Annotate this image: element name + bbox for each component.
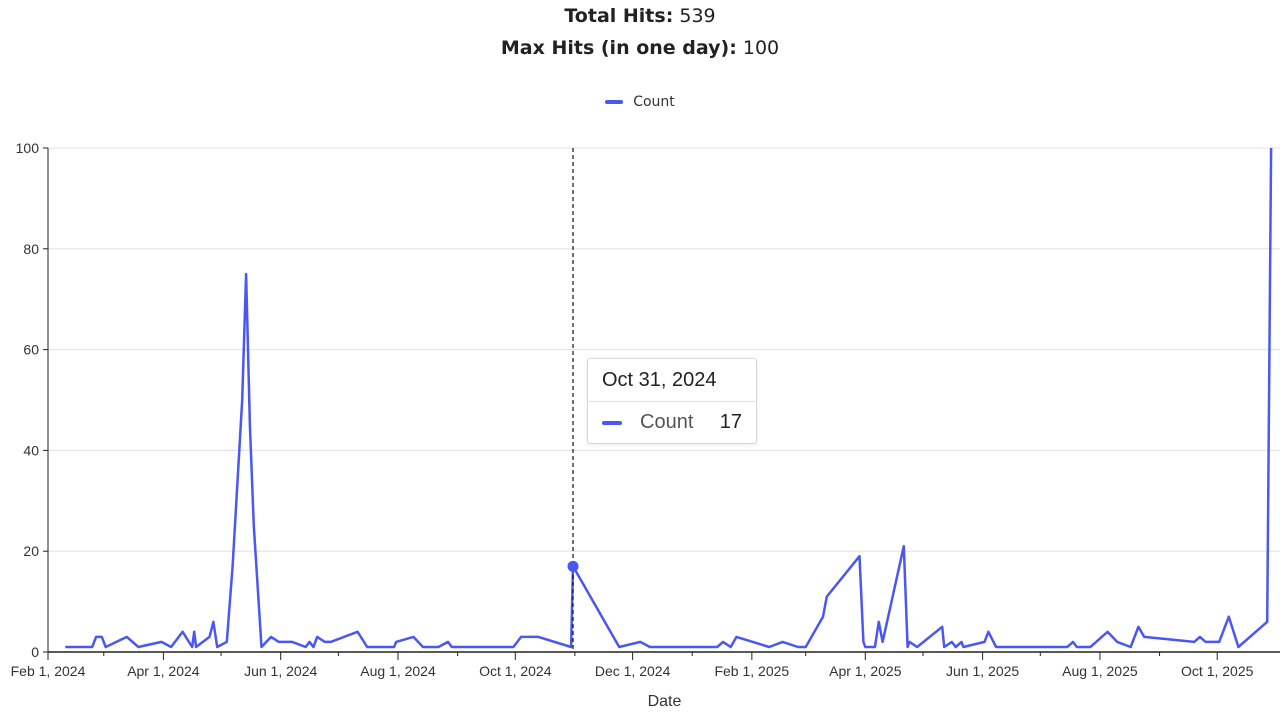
x-tick-label-2024-04-01: Apr 1, 2024: [127, 663, 200, 679]
max-hits-value: 100: [742, 37, 780, 59]
tooltip-row: Count 17: [588, 402, 756, 442]
hover-point[interactable]: [567, 560, 579, 572]
tooltip-value: 17: [719, 411, 742, 433]
max-hits-line: Max Hits (in one day): 100: [0, 32, 1280, 64]
x-tick-label-2024-02-01: Feb 1, 2024: [11, 663, 86, 679]
x-tick-label-2025-06-01: Jun 1, 2025: [946, 663, 1019, 679]
tooltip-swatch: [602, 420, 622, 425]
y-tick-label-0: 0: [31, 644, 39, 660]
x-axis-label: Date: [648, 693, 682, 710]
stats-header: Total Hits: 539 Max Hits (in one day): 1…: [0, 0, 1280, 64]
legend-label-count: Count: [633, 94, 675, 110]
max-hits-label: Max Hits (in one day):: [500, 37, 737, 59]
total-hits-label: Total Hits:: [564, 5, 674, 27]
tooltip-series-label: Count: [640, 411, 694, 433]
y-tick-label-20: 20: [23, 543, 39, 559]
series-line-count[interactable]: [65, 147, 1273, 649]
x-tick-label-2025-02-01: Feb 1, 2025: [714, 663, 789, 679]
y-tick-label-80: 80: [23, 241, 39, 257]
y-tick-label-100: 100: [16, 140, 40, 156]
x-tick-label-2025-10-01: Oct 1, 2025: [1181, 663, 1254, 679]
x-tick-label-2024-06-01: Jun 1, 2024: [244, 663, 317, 679]
y-tick-label-40: 40: [23, 442, 39, 458]
legend-swatch-count: [605, 100, 624, 104]
total-hits-value: 539: [679, 5, 716, 27]
x-tick-label-2025-08-01: Aug 1, 2025: [1062, 663, 1138, 679]
total-hits-line: Total Hits: 539: [0, 0, 1280, 32]
x-tick-label-2024-08-01: Aug 1, 2024: [360, 663, 436, 679]
x-tick-label-2025-04-01: Apr 1, 2025: [829, 663, 902, 679]
chart-legend[interactable]: Count: [0, 94, 1280, 110]
y-tick-label-60: 60: [23, 342, 39, 358]
chart-tooltip: Oct 31, 2024 Count 17: [587, 358, 757, 444]
x-tick-label-2024-12-01: Dec 1, 2024: [595, 663, 671, 679]
tooltip-date: Oct 31, 2024: [588, 359, 756, 402]
x-tick-label-2024-10-01: Oct 1, 2024: [479, 663, 552, 679]
